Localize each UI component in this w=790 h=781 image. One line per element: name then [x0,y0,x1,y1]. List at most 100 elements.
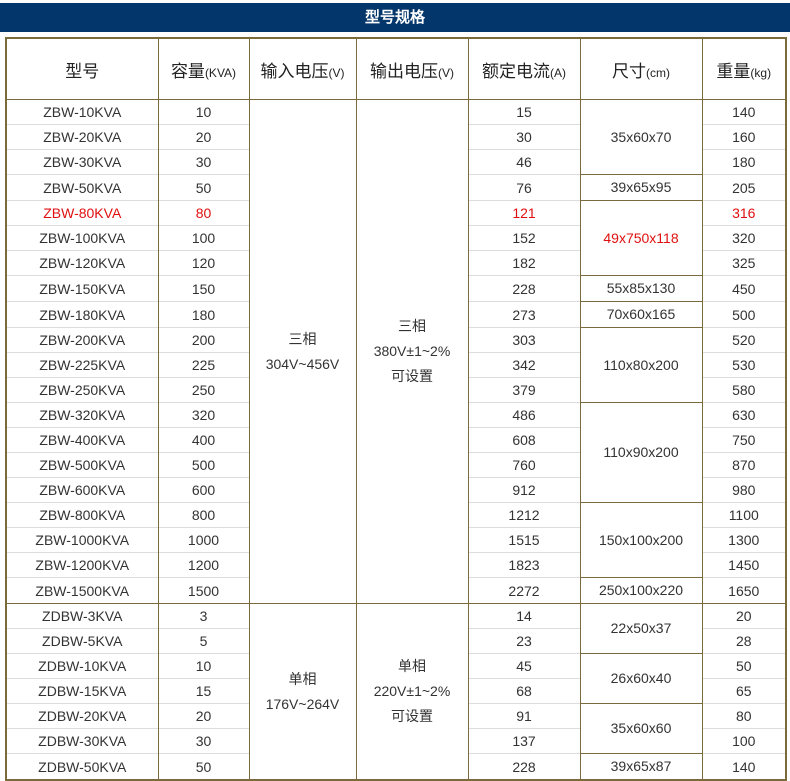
model-cell: ZBW-80KVA [5,200,159,226]
current-cell: 228 [467,275,581,302]
size-cell: 110x80x200 [579,327,703,403]
table-title: 型号规格 [0,3,790,32]
header-label: 重量 [716,61,751,81]
current-cell: 23 [467,628,581,654]
capacity-cell: 500 [157,452,250,478]
table-row: ZBW-320KVA 320 486 110x90x200 630 [5,402,787,503]
weight-cell: 316 [701,200,787,226]
column-header: 输入电压(V) [248,37,357,100]
capacity-cell: 800 [157,502,250,528]
size-cell: 22x50x37 [579,603,703,654]
capacity-cell: 400 [157,427,250,453]
capacity-cell: 320 [157,402,250,428]
table-row: ZBW-600KVA 600 912 980 [5,477,787,503]
model-cell: ZDBW-5KVA [5,628,159,654]
output-voltage-cell: 三相 380V±1~2% 可设置 [355,99,469,604]
weight-cell: 28 [701,628,787,654]
current-cell: 1823 [467,552,581,578]
voltage-line: 可设置 [391,368,433,384]
weight-cell: 180 [701,149,787,175]
model-cell: ZBW-100KVA [5,225,159,251]
model-cell: ZBW-30KVA [5,149,159,175]
model-cell: ZBW-250KVA [5,377,159,403]
header-unit: (kg) [750,65,772,80]
model-cell: ZBW-150KVA [5,275,159,302]
capacity-cell: 225 [157,352,250,378]
current-cell: 1515 [467,527,581,553]
header-unit: (V) [328,65,345,80]
table-row: ZBW-120KVA 120 182 325 [5,250,787,276]
current-cell: 608 [467,427,581,453]
capacity-cell: 150 [157,275,250,302]
weight-cell: 870 [701,452,787,478]
model-cell: ZBW-20KVA [5,124,159,150]
table-row: ZDBW-10KVA 10 45 26x60x40 50 [5,653,787,704]
weight-cell: 160 [701,124,787,150]
current-cell: 45 [467,653,581,679]
input-voltage-cell: 三相 304V~456V [248,99,357,604]
model-cell: ZBW-200KVA [5,327,159,353]
capacity-cell: 120 [157,250,250,276]
header-unit: (cm) [646,65,670,80]
size-cell: 39x65x95 [579,174,703,201]
current-cell: 379 [467,377,581,403]
voltage-line: 三相 [398,318,426,334]
model-cell: ZBW-10KVA [5,99,159,125]
column-header: 输出电压(V) [355,37,469,100]
model-cell: ZBW-320KVA [5,402,159,428]
current-cell: 303 [467,327,581,353]
capacity-cell: 5 [157,628,250,654]
model-cell: ZBW-180KVA [5,301,159,328]
capacity-cell: 250 [157,377,250,403]
spec-table: 型号 容量(KVA) 输入电压(V) 输出电压(V) 额定电流(A) 尺寸(cm) 重量(k… [5,37,787,781]
current-cell: 76 [467,174,581,201]
model-cell: ZBW-1500KVA [5,577,159,604]
table-row: ZDBW-20KVA 20 91 35x60x60 80 [5,703,787,754]
weight-cell: 65 [701,678,787,704]
weight-cell: 1300 [701,527,787,553]
current-cell: 15 [467,99,581,125]
weight-cell: 100 [701,728,787,754]
weight-cell: 140 [701,753,787,780]
model-cell: ZBW-225KVA [5,352,159,378]
voltage-line: 304V~456V [265,355,340,372]
current-cell: 1212 [467,502,581,528]
current-cell: 91 [467,703,581,729]
model-cell: ZBW-400KVA [5,427,159,453]
size-cell: 70x60x165 [579,301,703,328]
voltage-line: 可设置 [391,708,433,724]
table-row: ZBW-200KVA 200 303 110x80x200 520 [5,327,787,403]
model-cell: ZBW-500KVA [5,452,159,478]
table-row: ZBW-20KVA 20 30 160 [5,124,787,150]
weight-cell: 20 [701,603,787,629]
current-cell: 273 [467,301,581,328]
weight-cell: 500 [701,301,787,328]
weight-cell: 205 [701,174,787,201]
model-cell: ZBW-600KVA [5,477,159,503]
voltage-line: 单相 [288,670,317,687]
model-cell: ZDBW-20KVA [5,703,159,729]
capacity-cell: 1000 [157,527,250,553]
header-unit: (KVA) [204,65,237,80]
weight-cell: 320 [701,225,787,251]
current-cell: 2272 [467,577,581,604]
capacity-cell: 100 [157,225,250,251]
table-row: ZDBW-3KVA 3 单相 176V~264V 单相 220V±1~2% 可设置 14 22x… [5,603,787,781]
header-unit: (A) [550,65,566,80]
voltage-line: 220V±1~2% [373,683,451,699]
size-cell: 39x65x87 [579,753,703,781]
table-row: ZBW-50KVA 50 76 39x65x95 205 [5,174,787,201]
model-cell: ZDBW-10KVA [5,653,159,679]
model-cell: ZBW-1200KVA [5,552,159,578]
header-label: 输出电压 [370,61,438,81]
weight-cell: 580 [701,377,787,403]
current-cell: 486 [467,402,581,428]
weight-cell: 1100 [701,502,787,528]
table-row: ZBW-400KVA 400 608 750 [5,427,787,453]
model-cell: ZDBW-30KVA [5,728,159,754]
voltage-line: 单相 [398,658,426,674]
current-cell: 68 [467,678,581,704]
capacity-cell: 15 [157,678,250,704]
capacity-cell: 1500 [157,577,250,604]
capacity-cell: 80 [157,200,250,226]
